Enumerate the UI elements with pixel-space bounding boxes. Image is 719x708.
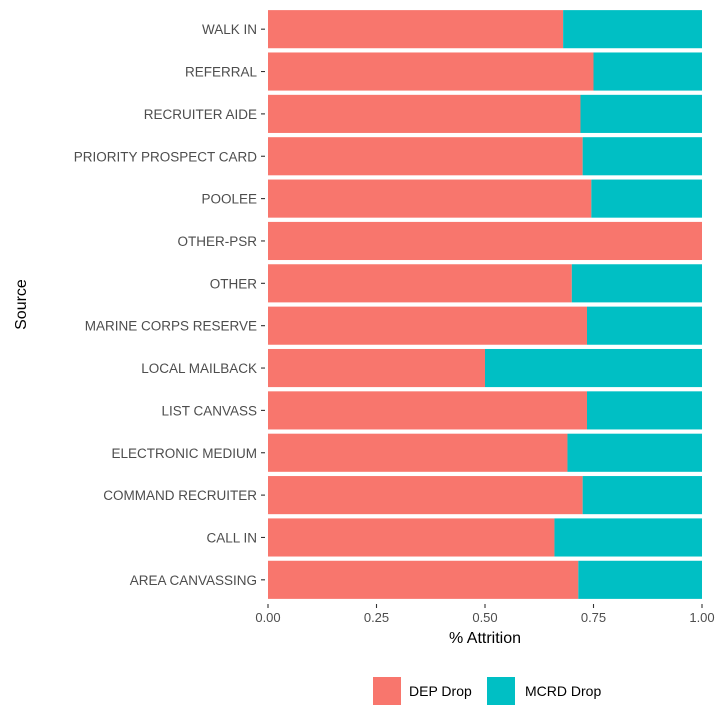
category-label-referral: REFERRAL xyxy=(185,65,258,80)
category-label-local-mailback: LOCAL MAILBACK xyxy=(141,361,257,376)
bar-other-mcrd-drop xyxy=(571,264,702,303)
category-label-poolee: POOLEE xyxy=(201,192,257,207)
legend: DEP Drop MCRD Drop xyxy=(373,677,601,705)
category-label-list-canvass: LIST CANVASS xyxy=(161,403,257,418)
bar-recruiter-aide-mcrd-drop xyxy=(580,94,702,133)
bar-list-canvass-dep-drop xyxy=(268,391,587,430)
bar-priority-prospect-card-mcrd-drop xyxy=(582,137,702,176)
bar-command-recruiter-mcrd-drop xyxy=(582,476,702,515)
category-label-priority-prospect-card: PRIORITY PROSPECT CARD xyxy=(74,149,258,164)
bar-other-psr-dep-drop xyxy=(268,221,702,261)
bar-command-recruiter-dep-drop xyxy=(268,476,583,515)
category-label-other-psr: OTHER-PSR xyxy=(177,234,257,249)
bar-electronic-medium-dep-drop xyxy=(268,433,568,472)
bar-referral-mcrd-drop xyxy=(593,52,702,91)
x-axis-title: % Attrition xyxy=(449,630,521,647)
x-tick-label: 0.25 xyxy=(364,610,389,625)
bar-local-mailback-dep-drop xyxy=(268,348,485,388)
y-axis-title: Source xyxy=(13,279,30,330)
bar-referral-dep-drop xyxy=(268,52,594,91)
bar-other-dep-drop xyxy=(268,264,572,303)
x-tick-label: 0.75 xyxy=(581,610,606,625)
bar-poolee-mcrd-drop xyxy=(591,179,702,218)
legend-key-dep-drop xyxy=(373,677,401,705)
category-label-recruiter-aide: RECRUITER AIDE xyxy=(144,107,257,122)
bar-electronic-medium-mcrd-drop xyxy=(567,433,702,472)
bar-recruiter-aide-dep-drop xyxy=(268,94,581,133)
x-tick-label: 0.50 xyxy=(472,610,497,625)
bar-local-mailback-mcrd-drop xyxy=(485,348,702,388)
bar-marine-corps-reserve-dep-drop xyxy=(268,306,587,345)
category-labels: WALK IN REFERRAL RECRUITER AIDE PRIORITY PR… xyxy=(74,22,265,588)
bar-call-in-mcrd-drop xyxy=(554,518,702,557)
bar-walk-in-mcrd-drop xyxy=(563,10,702,49)
legend-label-mcrd-drop: MCRD Drop xyxy=(525,683,601,699)
category-label-other: OTHER xyxy=(210,276,258,291)
bar-walk-in-dep-drop xyxy=(268,10,564,49)
bar-area-canvassing-mcrd-drop xyxy=(578,560,702,599)
category-label-walk-in: WALK IN xyxy=(202,22,257,37)
category-label-command-recruiter: COMMAND RECRUITER xyxy=(103,488,257,503)
bars-layer xyxy=(268,10,702,599)
legend-key-mcrd-drop xyxy=(487,677,515,705)
bar-list-canvass-mcrd-drop xyxy=(586,391,702,430)
x-tick-label: 0.00 xyxy=(255,610,280,625)
legend-label-dep-drop: DEP Drop xyxy=(409,683,472,699)
category-label-electronic-medium: ELECTRONIC MEDIUM xyxy=(111,446,257,461)
bar-area-canvassing-dep-drop xyxy=(268,560,579,599)
bar-marine-corps-reserve-mcrd-drop xyxy=(586,306,702,345)
bar-priority-prospect-card-dep-drop xyxy=(268,137,583,176)
bar-poolee-dep-drop xyxy=(268,179,592,218)
bar-call-in-dep-drop xyxy=(268,518,555,557)
x-tick-label: 1.00 xyxy=(689,610,714,625)
x-axis-ticks: 0.00 0.25 0.50 0.75 1.00 xyxy=(255,604,715,625)
category-label-marine-corps-reserve: MARINE CORPS RESERVE xyxy=(85,319,257,334)
category-label-area-canvassing: AREA CANVASSING xyxy=(130,573,257,588)
category-label-call-in: CALL IN xyxy=(206,530,257,545)
